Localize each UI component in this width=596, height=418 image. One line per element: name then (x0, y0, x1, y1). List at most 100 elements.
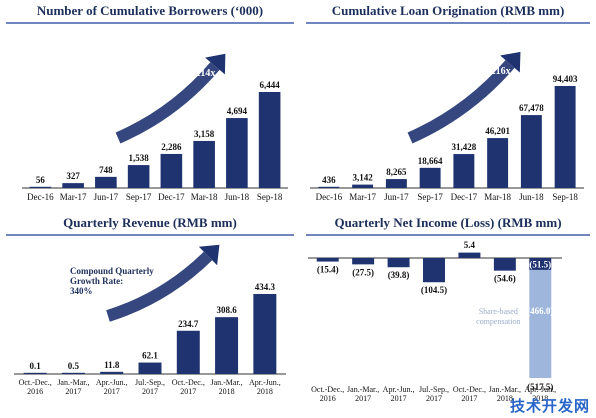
data-label: 3,158 (194, 129, 215, 139)
x-tick-label: Mar-17 (60, 192, 87, 202)
x-tick-label: Oct.-Dec., 2017 (172, 378, 205, 396)
x-tick-label: Jan.-Mar., 2018 (210, 378, 242, 396)
x-tick-label: Oct.-Dec., 2016 (311, 385, 344, 403)
bar (419, 167, 441, 188)
data-label: 234.7 (178, 319, 199, 329)
data-label: 62.1 (142, 351, 158, 361)
x-tick-label: Dec-17 (451, 192, 478, 202)
x-tick-label: Jan.-Mar., 2018 (489, 385, 521, 403)
data-label: 0.5 (68, 361, 80, 371)
quarterly-revenue-chart: 0.1 Oct.-Dec., 2016 0.5 Jan.-Mar., 2017 11.8 Ap… (14, 244, 286, 396)
data-label: 1,538 (129, 153, 150, 163)
quarterly-net-income-chart: (15.4) Oct.-Dec., 2016 (27.5) Jan.-Mar., 2017… (308, 240, 562, 403)
x-tick-label: Jun-17 (384, 192, 409, 202)
x-tick-label: Apr.-Jun., 2017 (383, 385, 415, 403)
data-label: (104.5) (421, 285, 447, 295)
bar (352, 258, 375, 265)
bar (385, 179, 407, 188)
x-tick-label: Jan.-Mar., 2017 (347, 385, 379, 403)
bar (193, 140, 215, 188)
x-tick-label: Jul.-Sep., 2017 (419, 385, 449, 403)
data-label: 46,201 (485, 126, 510, 136)
data-label: (517.5) (527, 382, 553, 392)
arrow-body (106, 251, 213, 322)
x-tick-label: Sep-18 (257, 192, 283, 202)
arrow-head (205, 53, 226, 75)
title-rule (6, 22, 294, 24)
bar (176, 330, 200, 374)
arrow-head (198, 244, 220, 266)
x-tick-label: Jun-18 (519, 192, 544, 202)
bar (258, 92, 281, 188)
x-tick-label: Apr.-Jun., 2018 (524, 385, 556, 403)
growth-arrow (106, 244, 220, 322)
data-label: 2,286 (161, 142, 182, 152)
x-tick-label: Apr.-Jun., 2018 (249, 378, 281, 396)
bar (61, 372, 85, 374)
x-tick-label: Mar-17 (349, 192, 376, 202)
data-label: (27.5) (352, 267, 374, 277)
chart-title: Quarterly Revenue (RMB mm) (63, 215, 237, 230)
title-rule (6, 234, 294, 236)
data-label: 0.1 (30, 361, 42, 371)
bar (352, 184, 374, 188)
data-label: 6,444 (260, 80, 281, 90)
x-tick-label: Sep-17 (417, 192, 443, 202)
share-based-note: Share-based compensation (476, 307, 520, 326)
data-label: (15.4) (317, 265, 339, 275)
arrow-body (115, 62, 220, 144)
bar (520, 115, 542, 188)
bar (226, 118, 248, 188)
data-label: 8,265 (386, 167, 407, 177)
chart-title: Cumulative Loan Origination (RMB mm) (331, 3, 565, 18)
bar (138, 362, 162, 374)
borrowers-chart: 56 Dec-16 327 Mar-17 748 Jun-17 1,538 Sep-17 2,2… (22, 53, 288, 202)
bar (29, 186, 52, 188)
share-based-label: (466.0) (527, 306, 553, 316)
bar (453, 154, 475, 188)
growth-arrow: ~114x (115, 53, 226, 144)
data-label: 748 (99, 165, 113, 175)
x-tick-label: Jul.-Sep., 2017 (135, 378, 165, 396)
data-label: 94,403 (553, 74, 578, 84)
x-tick-label: Dec-17 (158, 192, 185, 202)
bar (62, 183, 84, 188)
data-label: 3,142 (353, 173, 374, 183)
x-tick-label: Jun-18 (225, 192, 250, 202)
watermark-text: 技术开发网 (509, 397, 590, 415)
bar (215, 317, 239, 374)
chart-title: Quarterly Net Income (Loss) (RMB mm) (334, 215, 562, 230)
growth-annotation: Compound Quarterly Growth Rate: 340% (70, 266, 154, 296)
data-label: 31,428 (452, 142, 477, 152)
bar (387, 258, 410, 268)
arrow-head (500, 51, 521, 73)
bar (493, 258, 516, 271)
data-label: (54.6) (494, 274, 516, 284)
bar (253, 294, 277, 374)
panel-quarterly-net-income: Quarterly Net Income (Loss) (RMB mm) (15… (300, 212, 596, 418)
title-rule (306, 234, 590, 236)
loan-origination-chart: 436 Dec-16 3,142 Mar-17 8,265 Jun-17 18,664 Sep… (310, 51, 584, 202)
bar (487, 138, 509, 188)
bar-share-based-compensation (529, 269, 552, 378)
panel-cumulative-borrowers: Number of Cumulative Borrowers (‘000) 56… (0, 0, 300, 210)
bar (423, 258, 445, 283)
x-tick-label: Dec-16 (27, 192, 54, 202)
data-label: 4,694 (227, 106, 248, 116)
data-label: 327 (66, 171, 80, 181)
data-label: 11.8 (104, 360, 120, 370)
bar (554, 86, 576, 188)
bar (23, 372, 47, 374)
x-tick-label: Oct.-Dec., 2016 (19, 378, 52, 396)
arrow-body (407, 60, 515, 144)
panel-cumulative-loan-origination: Cumulative Loan Origination (RMB mm) 436… (300, 0, 596, 210)
bar-core-loss (529, 258, 552, 270)
core-loss-label: (51.5) (529, 259, 551, 269)
data-label: 434.3 (255, 282, 276, 292)
x-tick-label: Mar-18 (191, 192, 218, 202)
bar (160, 153, 183, 188)
bar (95, 176, 117, 188)
x-tick-label: Sep-18 (552, 192, 578, 202)
data-label: 18,664 (418, 156, 443, 166)
x-tick-label: Dec-16 (316, 192, 343, 202)
